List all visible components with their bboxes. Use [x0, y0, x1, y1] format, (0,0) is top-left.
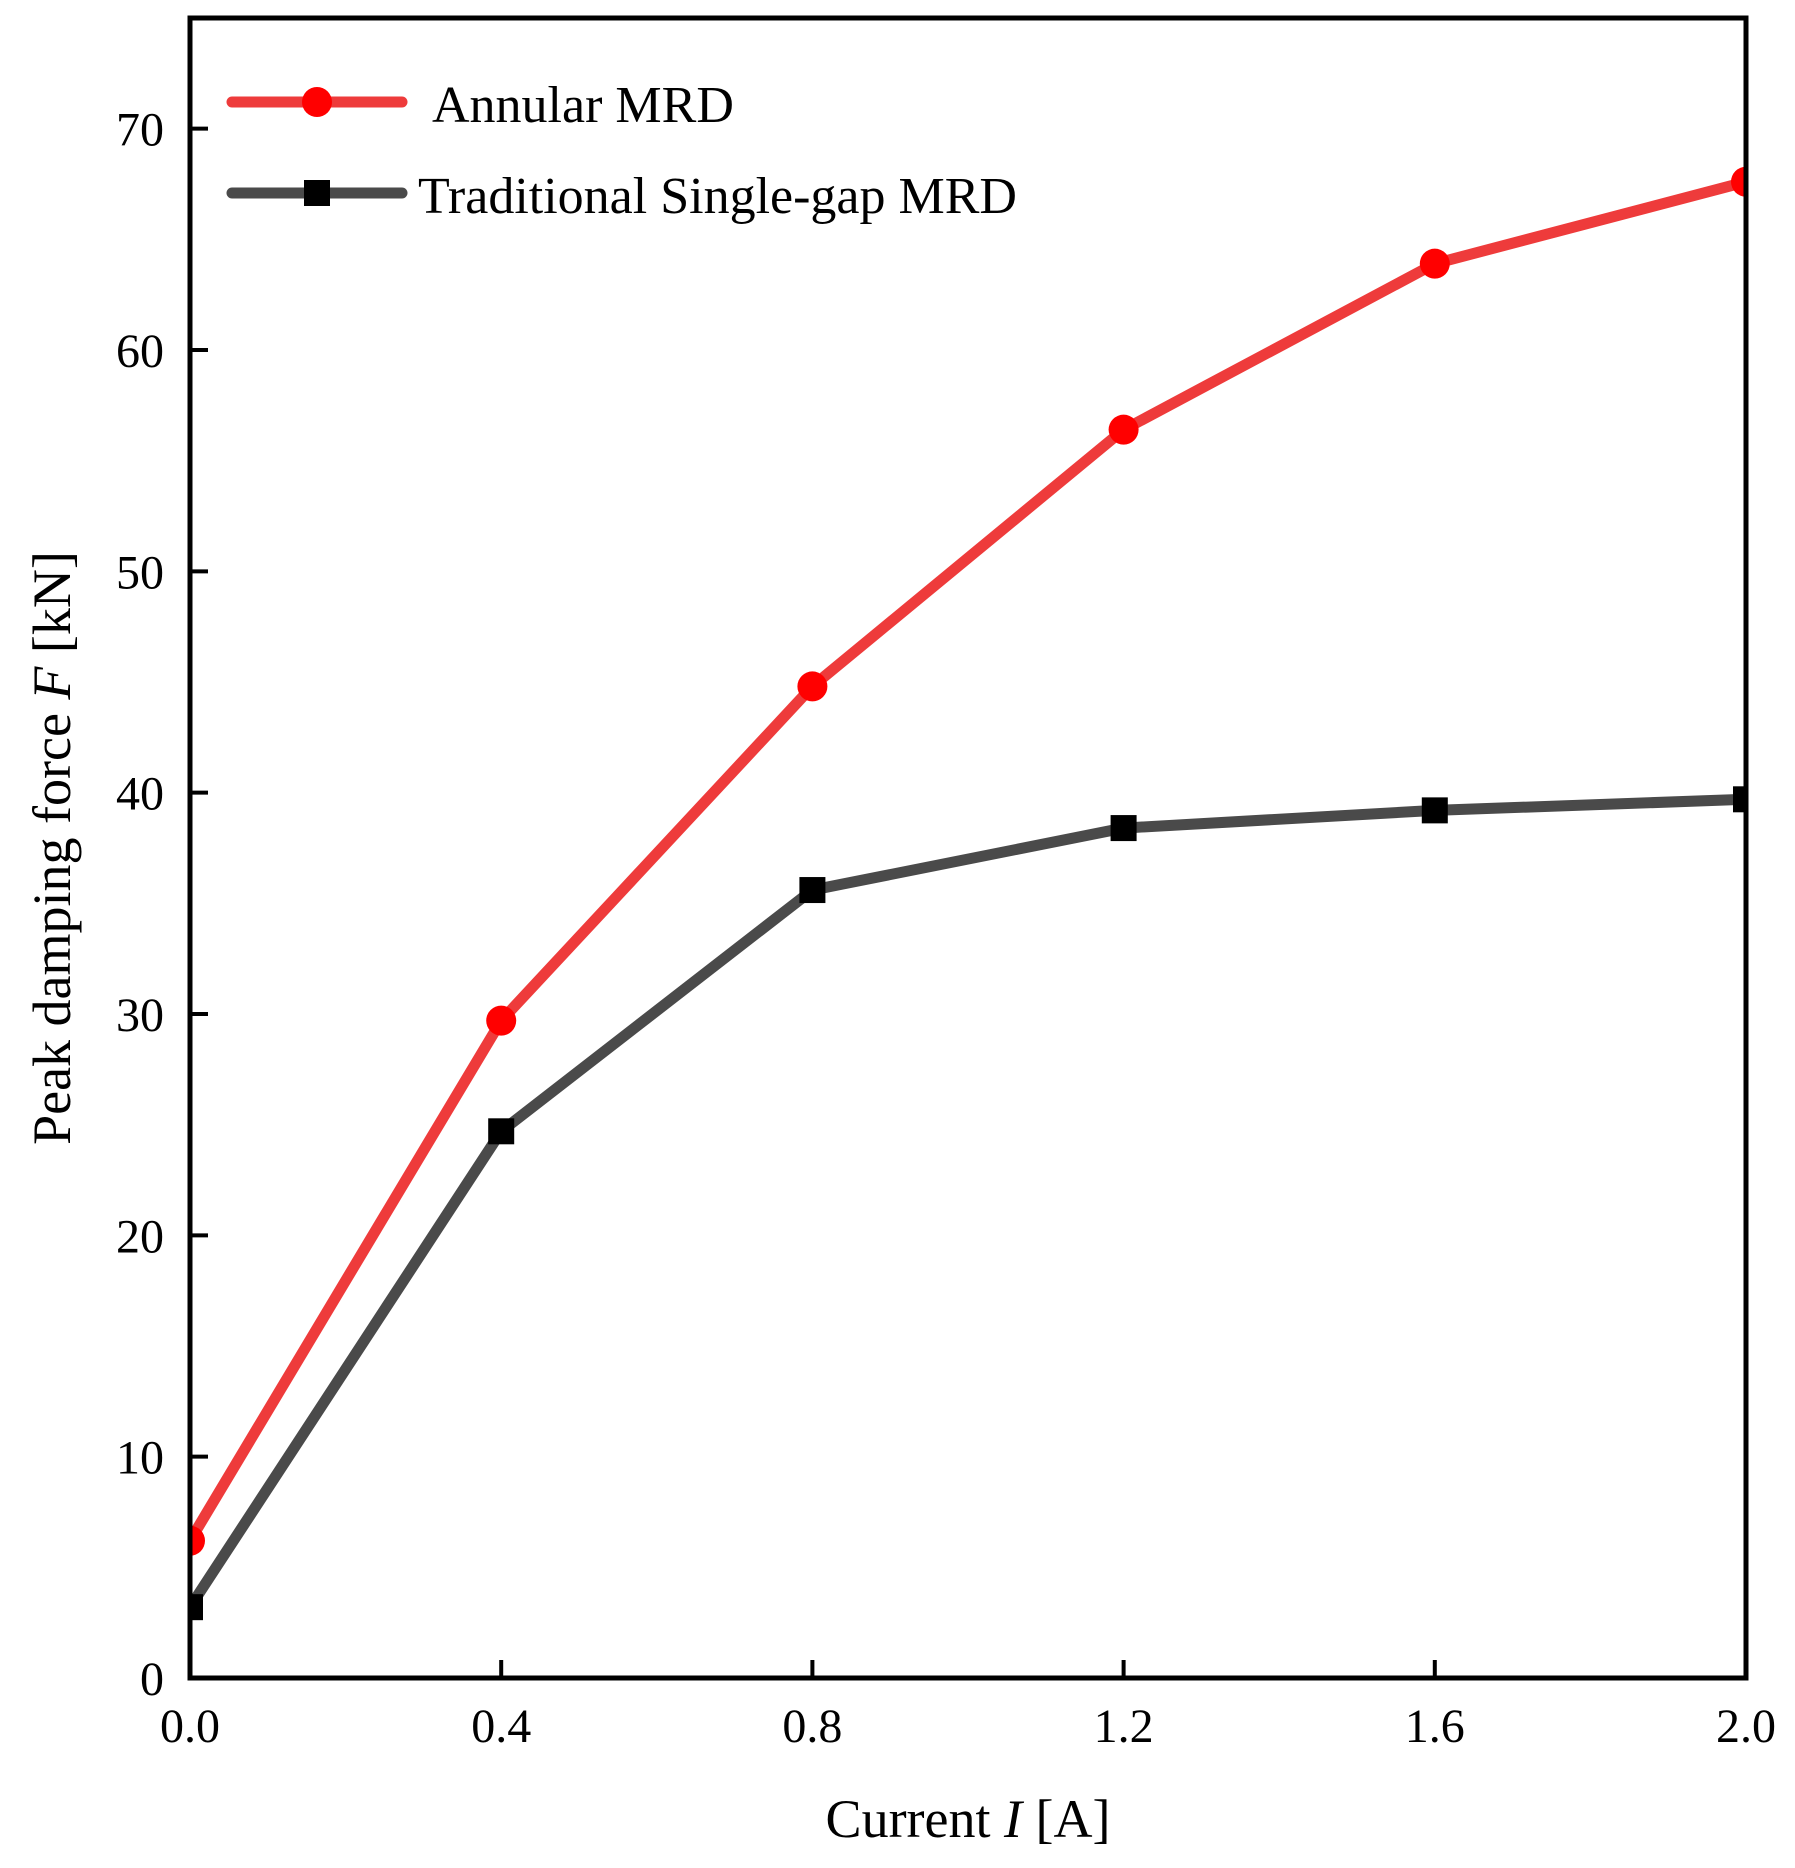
- legend-item-traditional: Traditional Single-gap MRD: [226, 168, 1017, 225]
- y-tick-label-1: 10: [116, 1432, 164, 1485]
- point-annular-2: [797, 671, 828, 702]
- legend-marker-traditional: [304, 180, 330, 206]
- point-traditional-3: [1110, 815, 1137, 842]
- x-tick-label-1: 0.4: [471, 1700, 531, 1753]
- y-tick-label-0: 0: [140, 1653, 164, 1706]
- x-axis-title-text: Current: [826, 1789, 1004, 1849]
- series-line-annular: [190, 176, 1746, 1547]
- point-traditional-2: [799, 877, 826, 904]
- tick-layer: [188, 126, 1748, 1680]
- x-tick-label-4: 1.6: [1405, 1700, 1465, 1753]
- legend: Annular MRD Traditional Single-gap MRD: [226, 77, 1017, 225]
- legend-item-annular: Annular MRD: [226, 77, 734, 134]
- point-annular-0: [190, 1525, 205, 1556]
- series-traditional: [190, 786, 1746, 1621]
- y-tick-label-7: 70: [116, 104, 164, 157]
- point-traditional-0: [190, 1594, 203, 1621]
- y-axis-title-unit: [kN]: [22, 551, 82, 666]
- plot-frame: [187, 15, 1749, 1681]
- point-traditional-1: [488, 1118, 515, 1145]
- x-axis-title-unit: [A]: [1022, 1789, 1110, 1849]
- y-tick-label-2: 20: [116, 1210, 164, 1263]
- series-layer: [190, 166, 1746, 1621]
- legend-label-traditional: Traditional Single-gap MRD: [418, 168, 1017, 225]
- point-annular-1: [486, 1005, 517, 1036]
- y-tick-label-5: 50: [116, 546, 164, 599]
- legend-marker-annular: [302, 87, 332, 117]
- y-tick-label-3: 30: [116, 989, 164, 1042]
- x-axis-title-symbol: I: [1003, 1789, 1025, 1849]
- y-axis-title-symbol: F: [22, 666, 82, 701]
- x-tick-label-3: 1.2: [1094, 1700, 1154, 1753]
- y-tick-label-6: 60: [116, 325, 164, 378]
- legend-label-annular: Annular MRD: [432, 77, 734, 134]
- y-tick-label-4: 40: [116, 768, 164, 821]
- x-axis-title: Current I [A]: [826, 1789, 1111, 1849]
- x-tick-label-2: 0.8: [782, 1700, 842, 1753]
- x-tick-label-0: 0.0: [160, 1700, 220, 1753]
- y-axis-title-text: Peak damping force: [22, 700, 82, 1145]
- x-tick-label-5: 2.0: [1716, 1700, 1776, 1753]
- series-annular: [190, 166, 1746, 1556]
- point-traditional-4: [1421, 797, 1448, 824]
- point-annular-5: [1731, 166, 1746, 197]
- series-line-traditional: [190, 793, 1746, 1613]
- y-axis-title: Peak damping force F [kN]: [22, 551, 82, 1145]
- point-annular-4: [1419, 248, 1450, 279]
- label-layer: 0.0 0.4 0.8 1.2 1.6 2.0 0 10 20 30 40 50 60 70: [116, 104, 1776, 1753]
- point-traditional-5: [1733, 786, 1746, 813]
- point-annular-3: [1108, 414, 1139, 445]
